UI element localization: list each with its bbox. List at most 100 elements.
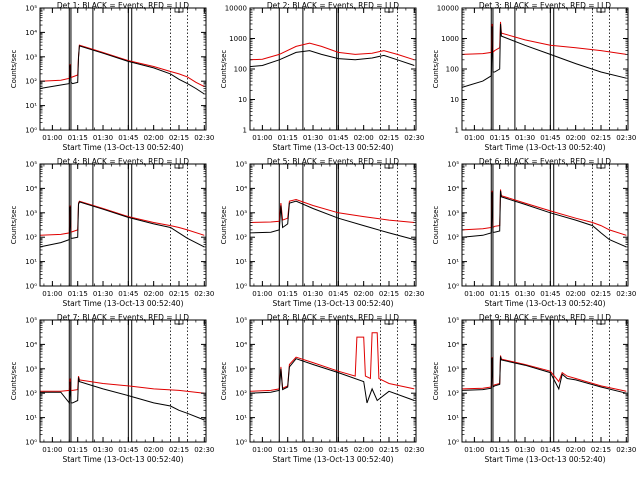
x-axis-label: Start Time (13-Oct-13 00:52:40)	[484, 143, 605, 152]
x-tick-label: 01:15	[490, 134, 510, 142]
x-tick-label: 01:00	[464, 446, 484, 454]
series-lld	[249, 198, 415, 223]
plot-frame	[39, 163, 207, 287]
x-tick-label: 02:15	[379, 290, 399, 298]
y-tick-label: 10³	[235, 209, 247, 217]
x-tick-label: 01:45	[118, 134, 138, 142]
y-tick-label: 10⁴	[235, 185, 247, 193]
x-tick-label: 01:00	[42, 134, 62, 142]
panel-title: Det 3: BLACK = Events, RED = LLD	[479, 1, 611, 10]
x-tick-label: 02:30	[404, 446, 424, 454]
x-axis-label: Start Time (13-Oct-13 00:52:40)	[272, 299, 393, 308]
y-tick-label: 10⁰	[25, 127, 37, 135]
y-tick-label: 10²	[25, 234, 37, 242]
x-tick-label: 01:00	[42, 290, 62, 298]
x-tick-label: 01:45	[540, 290, 560, 298]
x-tick-label: 01:00	[42, 446, 62, 454]
panel-title: Det 6: BLACK = Events, RED = LLD	[479, 157, 611, 166]
x-tick-label: 02:30	[194, 134, 214, 142]
y-tick-label: 10⁵	[25, 161, 37, 169]
panel-det-6: 10⁰ 10¹ 10² 10³ 10⁴ 10⁵ 01:00 01:15 01:30 01:45 02…	[432, 157, 636, 308]
y-tick-label: 10³	[25, 365, 37, 373]
y-tick-label: 10¹	[235, 414, 247, 422]
y-tick-label: 10⁵	[25, 317, 37, 325]
y-axis-label: Counts/sec	[10, 362, 18, 401]
x-tick-label: 02:00	[566, 446, 586, 454]
x-tick-label: 01:00	[464, 134, 484, 142]
series-events	[249, 50, 415, 68]
x-tick-label: 02:30	[404, 134, 424, 142]
x-tick-label: 01:30	[303, 134, 323, 142]
plot-frame	[249, 7, 417, 131]
series-lld	[249, 332, 415, 392]
panel-det-5: 10⁰ 10¹ 10² 10³ 10⁴ 10⁵ 01:00 01:15 01:30 01:45 02…	[220, 157, 424, 308]
x-tick-label: 02:00	[566, 290, 586, 298]
series-lld	[461, 189, 627, 236]
y-axis-label: Counts/sec	[10, 206, 18, 245]
x-tick-label: 02:30	[194, 290, 214, 298]
x-tick-label: 02:15	[591, 134, 611, 142]
y-tick-label: 1	[455, 127, 459, 135]
x-tick-label: 01:30	[93, 134, 113, 142]
x-tick-label: 02:15	[591, 290, 611, 298]
series-lld	[40, 375, 205, 394]
x-tick-label: 01:30	[303, 446, 323, 454]
x-tick-label: 01:00	[252, 134, 272, 142]
panel-title: Det 8: BLACK = Events, RED = LLD	[267, 313, 399, 322]
y-tick-label: 10⁰	[25, 439, 37, 447]
y-tick-label: 10⁵	[447, 161, 459, 169]
series-events	[249, 200, 415, 241]
y-tick-label: 10⁰	[447, 283, 459, 291]
x-tick-label: 02:00	[144, 290, 164, 298]
x-tick-label: 01:30	[93, 290, 113, 298]
panel-title: Det 7: BLACK = Events, RED = LLD	[57, 313, 189, 322]
y-axis-label: Counts/sec	[220, 50, 228, 89]
y-axis-label: Counts/sec	[432, 206, 440, 245]
panel-title: Det 2: BLACK = Events, RED = LLD	[267, 1, 399, 10]
y-tick-label: 10¹	[25, 414, 37, 422]
y-tick-label: 1000	[229, 35, 247, 43]
panel-det-3: 1 10 100 1000 10000 01:00 01:15 01:30 01:45 02:00…	[432, 1, 636, 152]
y-tick-label: 10²	[25, 78, 37, 86]
y-axis-label: Counts/sec	[220, 362, 228, 401]
y-tick-label: 10⁵	[447, 317, 459, 325]
panel-det-1: 10⁰ 10¹ 10² 10³ 10⁴ 10⁵ 01:00 01:15 01:30 01:45 02…	[10, 1, 214, 152]
panel-det-4: 10⁰ 10¹ 10² 10³ 10⁴ 10⁵ 01:00 01:15 01:30 01:45 02…	[10, 157, 214, 308]
series-events	[39, 45, 205, 95]
y-axis-label: Counts/sec	[432, 362, 440, 401]
y-axis-label: Counts/sec	[432, 50, 440, 89]
y-tick-label: 10⁰	[447, 439, 459, 447]
y-tick-label: 10²	[447, 390, 459, 398]
x-tick-label: 01:45	[540, 134, 560, 142]
x-tick-label: 01:45	[540, 446, 560, 454]
series-events	[249, 358, 415, 404]
y-tick-label: 10²	[25, 390, 37, 398]
panel-title: Det 1: BLACK = Events, RED = LLD	[57, 1, 189, 10]
series-lld	[461, 21, 627, 55]
x-tick-label: 02:00	[354, 134, 374, 142]
y-tick-label: 10³	[235, 365, 247, 373]
panel-title: Det 4: BLACK = Events, RED = LLD	[57, 157, 189, 166]
y-tick-label: 10³	[25, 209, 37, 217]
x-tick-label: 01:30	[93, 446, 113, 454]
x-tick-label: 02:15	[169, 134, 189, 142]
x-axis-label: Start Time (13-Oct-13 00:52:40)	[272, 143, 393, 152]
x-tick-label: 01:45	[328, 134, 348, 142]
x-tick-label: 01:15	[68, 290, 88, 298]
y-tick-label: 10¹	[447, 258, 459, 266]
series-lld	[39, 44, 205, 88]
y-tick-label: 10⁵	[235, 161, 247, 169]
x-tick-label: 02:15	[591, 446, 611, 454]
x-tick-label: 01:15	[68, 134, 88, 142]
y-tick-label: 10²	[235, 234, 247, 242]
y-tick-label: 10¹	[25, 258, 37, 266]
y-tick-label: 10	[450, 96, 459, 104]
x-tick-label: 01:30	[303, 290, 323, 298]
panel-title: Det 5: BLACK = Events, RED = LLD	[267, 157, 399, 166]
series-lld	[39, 200, 205, 236]
y-tick-label: 100	[234, 66, 247, 74]
y-tick-label: 10¹	[447, 414, 459, 422]
x-tick-label: 01:45	[328, 446, 348, 454]
y-tick-label: 1	[243, 127, 247, 135]
